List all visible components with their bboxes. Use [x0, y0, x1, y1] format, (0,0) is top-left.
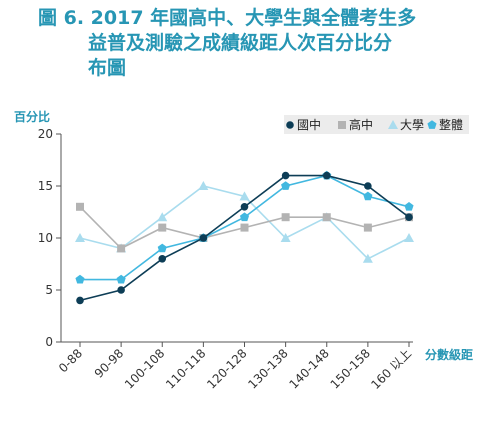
- legend-marker: [427, 120, 437, 129]
- data-point: [364, 182, 372, 190]
- data-point: [322, 213, 331, 222]
- y-tick-label: 15: [38, 179, 53, 193]
- legend: 國中 高中 大學 整體: [284, 115, 470, 134]
- legend-marker: [388, 120, 398, 129]
- data-point: [76, 202, 84, 211]
- y-axis-label: 百分比: [14, 109, 50, 124]
- legend-item-國中: 國中: [286, 117, 321, 132]
- data-point: [281, 213, 290, 222]
- x-tick-label: 110-118: [163, 346, 208, 391]
- data-point: [240, 223, 249, 232]
- x-tick-label: 120-128: [204, 346, 249, 391]
- y-tick-label: 20: [38, 127, 53, 141]
- data-point: [281, 171, 290, 180]
- data-point: [158, 254, 167, 263]
- x-tick-label: 140-148: [287, 346, 332, 391]
- data-point: [405, 213, 413, 221]
- x-tick-label: 0-88: [56, 346, 85, 375]
- data-point: [117, 244, 126, 253]
- legend-item-高中: 高中: [338, 117, 373, 132]
- y-tick-label: 0: [45, 335, 53, 349]
- data-point: [157, 212, 168, 222]
- legend-label: 高中: [349, 117, 373, 132]
- x-tick-label: 100-108: [122, 346, 167, 391]
- axes: 0 5 10 15 20 0-88 90-98100-108110-118120-12813…: [38, 127, 414, 392]
- chart-title-line-1: 圖 6. 2017 年國高中、大學生與全體考生多: [38, 7, 417, 29]
- data-point: [199, 234, 208, 242]
- series-國中: [76, 171, 413, 305]
- data-point: [239, 191, 250, 201]
- data-point: [76, 296, 84, 305]
- data-point: [281, 181, 291, 190]
- data-point: [322, 171, 331, 180]
- data-point: [363, 223, 372, 232]
- legend-label: 大學: [400, 118, 424, 132]
- x-tick-label: 130-138: [245, 346, 290, 391]
- chart-title-line-2: 益普及測驗之成績級距人次百分比分: [88, 32, 393, 54]
- data-point: [363, 191, 373, 201]
- series-layer: [75, 170, 414, 305]
- legend-box: [284, 115, 470, 134]
- data-point: [117, 286, 125, 294]
- data-point: [404, 233, 414, 242]
- data-point: [157, 243, 167, 253]
- data-point: [240, 203, 249, 211]
- data-point: [239, 212, 250, 222]
- data-point: [280, 233, 291, 242]
- x-tick-label: 90-98: [92, 346, 127, 381]
- data-point: [75, 274, 85, 284]
- legend-item-整體: 整體: [427, 117, 463, 132]
- legend-item-大學: 大學: [388, 118, 424, 132]
- legend-label: 整體: [439, 117, 463, 132]
- legend-label: 國中: [297, 117, 321, 132]
- legend-marker: [338, 121, 346, 129]
- data-point: [404, 202, 414, 211]
- data-point: [158, 223, 167, 232]
- x-tick-label: 150-158: [328, 346, 373, 391]
- chart-title-line-3: 布圖: [88, 57, 127, 79]
- data-point: [75, 233, 85, 242]
- data-point: [362, 253, 373, 263]
- data-point: [198, 181, 209, 190]
- x-tick-label: 160 以上: [368, 346, 414, 392]
- legend-marker: [286, 121, 294, 129]
- data-point: [116, 274, 126, 284]
- y-tick-label: 10: [38, 231, 53, 245]
- x-axis-label: 分數級距: [425, 347, 473, 362]
- y-tick-label: 5: [45, 283, 53, 297]
